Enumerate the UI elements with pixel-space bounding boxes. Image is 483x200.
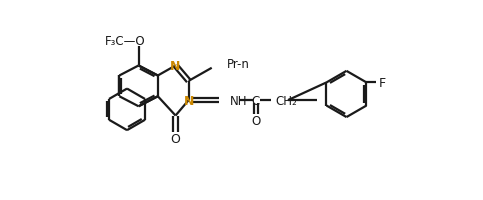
Text: Pr-n: Pr-n xyxy=(227,58,250,71)
Text: O: O xyxy=(251,114,260,127)
Text: CH₂: CH₂ xyxy=(276,94,298,107)
Text: F: F xyxy=(378,77,385,89)
Text: F₃C—O: F₃C—O xyxy=(105,34,146,47)
Text: O: O xyxy=(170,132,181,145)
Text: NH: NH xyxy=(229,94,247,107)
Text: N: N xyxy=(170,60,181,73)
Text: N: N xyxy=(184,94,194,107)
Text: C: C xyxy=(252,94,260,107)
